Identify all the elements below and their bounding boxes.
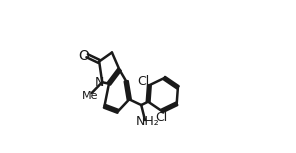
Text: Cl: Cl bbox=[155, 111, 168, 124]
Text: NH₂: NH₂ bbox=[136, 115, 160, 128]
Text: Me: Me bbox=[82, 91, 98, 101]
Text: N: N bbox=[95, 76, 104, 89]
Text: Cl: Cl bbox=[138, 75, 150, 88]
Text: O: O bbox=[78, 49, 89, 63]
